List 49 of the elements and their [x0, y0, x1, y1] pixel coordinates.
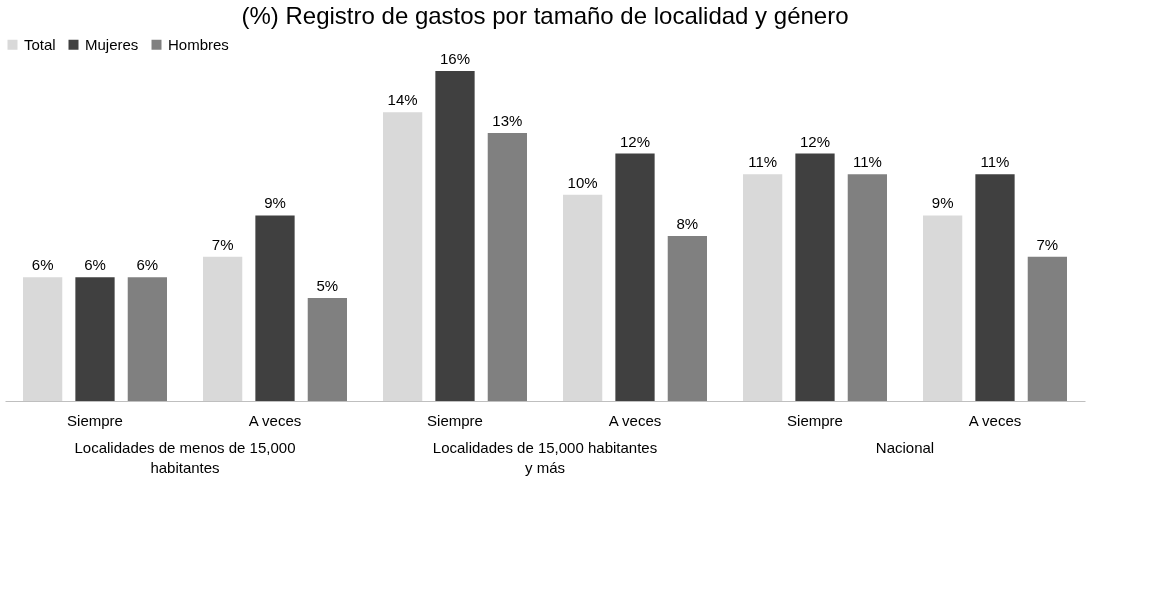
data-label: 7%	[1036, 235, 1059, 253]
bar	[255, 215, 295, 401]
legend-label: Hombres	[168, 35, 229, 53]
data-label: 9%	[264, 194, 286, 212]
data-label: 11%	[748, 153, 778, 171]
data-label: 12%	[799, 132, 831, 150]
data-label: 16%	[439, 50, 471, 67]
bar	[487, 132, 527, 401]
bar	[383, 112, 423, 401]
bar	[203, 256, 243, 401]
data-label: 12%	[619, 132, 651, 150]
legend-label: Total	[24, 35, 56, 53]
legend-label: Mujeres	[85, 35, 139, 53]
data-label: 13%	[492, 111, 523, 129]
bar	[435, 71, 475, 401]
chart-title: (%) Registro de gastos por tamaño de localidad y género	[241, 2, 849, 29]
bar	[795, 153, 835, 401]
bar	[75, 277, 115, 401]
x-tick-label: Siempre	[67, 411, 123, 429]
data-label: 6%	[31, 256, 54, 274]
data-label: 11%	[852, 153, 882, 171]
data-label: 6%	[84, 256, 106, 274]
bar	[847, 174, 887, 401]
data-label: 5%	[316, 276, 339, 294]
data-label: 14%	[387, 91, 418, 109]
bar	[667, 236, 707, 401]
x-tick-label: Siempre	[787, 411, 843, 429]
bar	[1027, 256, 1067, 401]
bar	[743, 174, 783, 401]
x-tick-label: A veces	[608, 411, 662, 429]
data-label: 8%	[676, 215, 699, 232]
data-label: 11%	[980, 153, 1010, 171]
bar	[615, 153, 655, 401]
text: Nacional	[875, 439, 935, 456]
bar	[975, 174, 1015, 401]
x-tick-label: Siempre	[427, 411, 483, 429]
bar	[563, 194, 603, 401]
data-label: 9%	[931, 194, 954, 212]
bar	[923, 215, 963, 401]
data-label: 6%	[136, 256, 159, 274]
text: Localidades de menos de 15,000 habitantes	[74, 439, 296, 476]
data-label: 10%	[567, 173, 598, 191]
data-label: 7%	[211, 235, 234, 253]
bar	[127, 277, 167, 401]
x-tick-label: A veces	[968, 411, 1022, 429]
bar	[23, 277, 63, 401]
text: Localidades de 15,000 habitantes y más	[432, 439, 658, 476]
bar	[307, 297, 347, 401]
x-tick-label: A veces	[248, 411, 302, 429]
